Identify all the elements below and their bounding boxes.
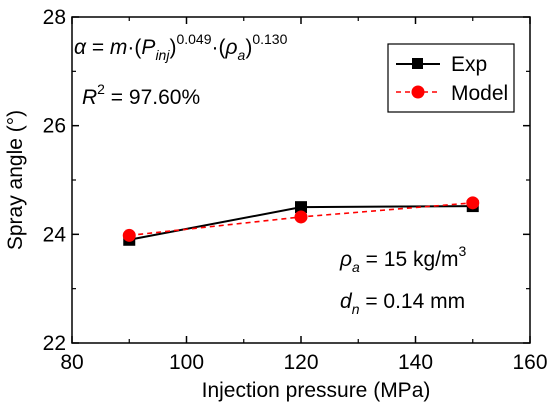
y-tick-label: 22	[43, 332, 66, 355]
data-point-model	[294, 210, 308, 224]
legend-exp-label: Exp	[451, 53, 487, 76]
x-tick-label: 100	[169, 351, 204, 374]
x-tick-label: 120	[283, 351, 318, 374]
data-point-model	[466, 196, 480, 210]
x-tick-label: 160	[512, 351, 547, 374]
legend: Exp Model	[387, 43, 515, 113]
equation-annotation: α = m·(Pinj)0.049·(ρa)0.130	[74, 31, 288, 63]
y-axis-title: Spray angle (°)	[4, 110, 27, 250]
legend-exp-marker	[412, 58, 423, 69]
y-tick-label: 24	[43, 223, 67, 246]
legend-model-marker	[411, 85, 425, 99]
data-point-exp	[295, 201, 307, 214]
legend-box	[387, 43, 515, 113]
nozzle-diameter-annotation: dn = 0.14 mm	[340, 290, 465, 317]
x-axis-title: Injection pressure (MPa)	[202, 379, 431, 402]
x-tick-label: 140	[398, 351, 433, 374]
density-annotation: ρa = 15 kg/m3	[339, 243, 466, 275]
x-tick-label: 80	[60, 351, 83, 374]
y-tick-label: 26	[43, 115, 66, 138]
y-tick-label: 28	[43, 6, 66, 29]
data-point-model	[122, 228, 136, 242]
legend-model-label: Model	[451, 82, 508, 105]
r2-annotation: R2 = 97.60%	[82, 81, 200, 109]
